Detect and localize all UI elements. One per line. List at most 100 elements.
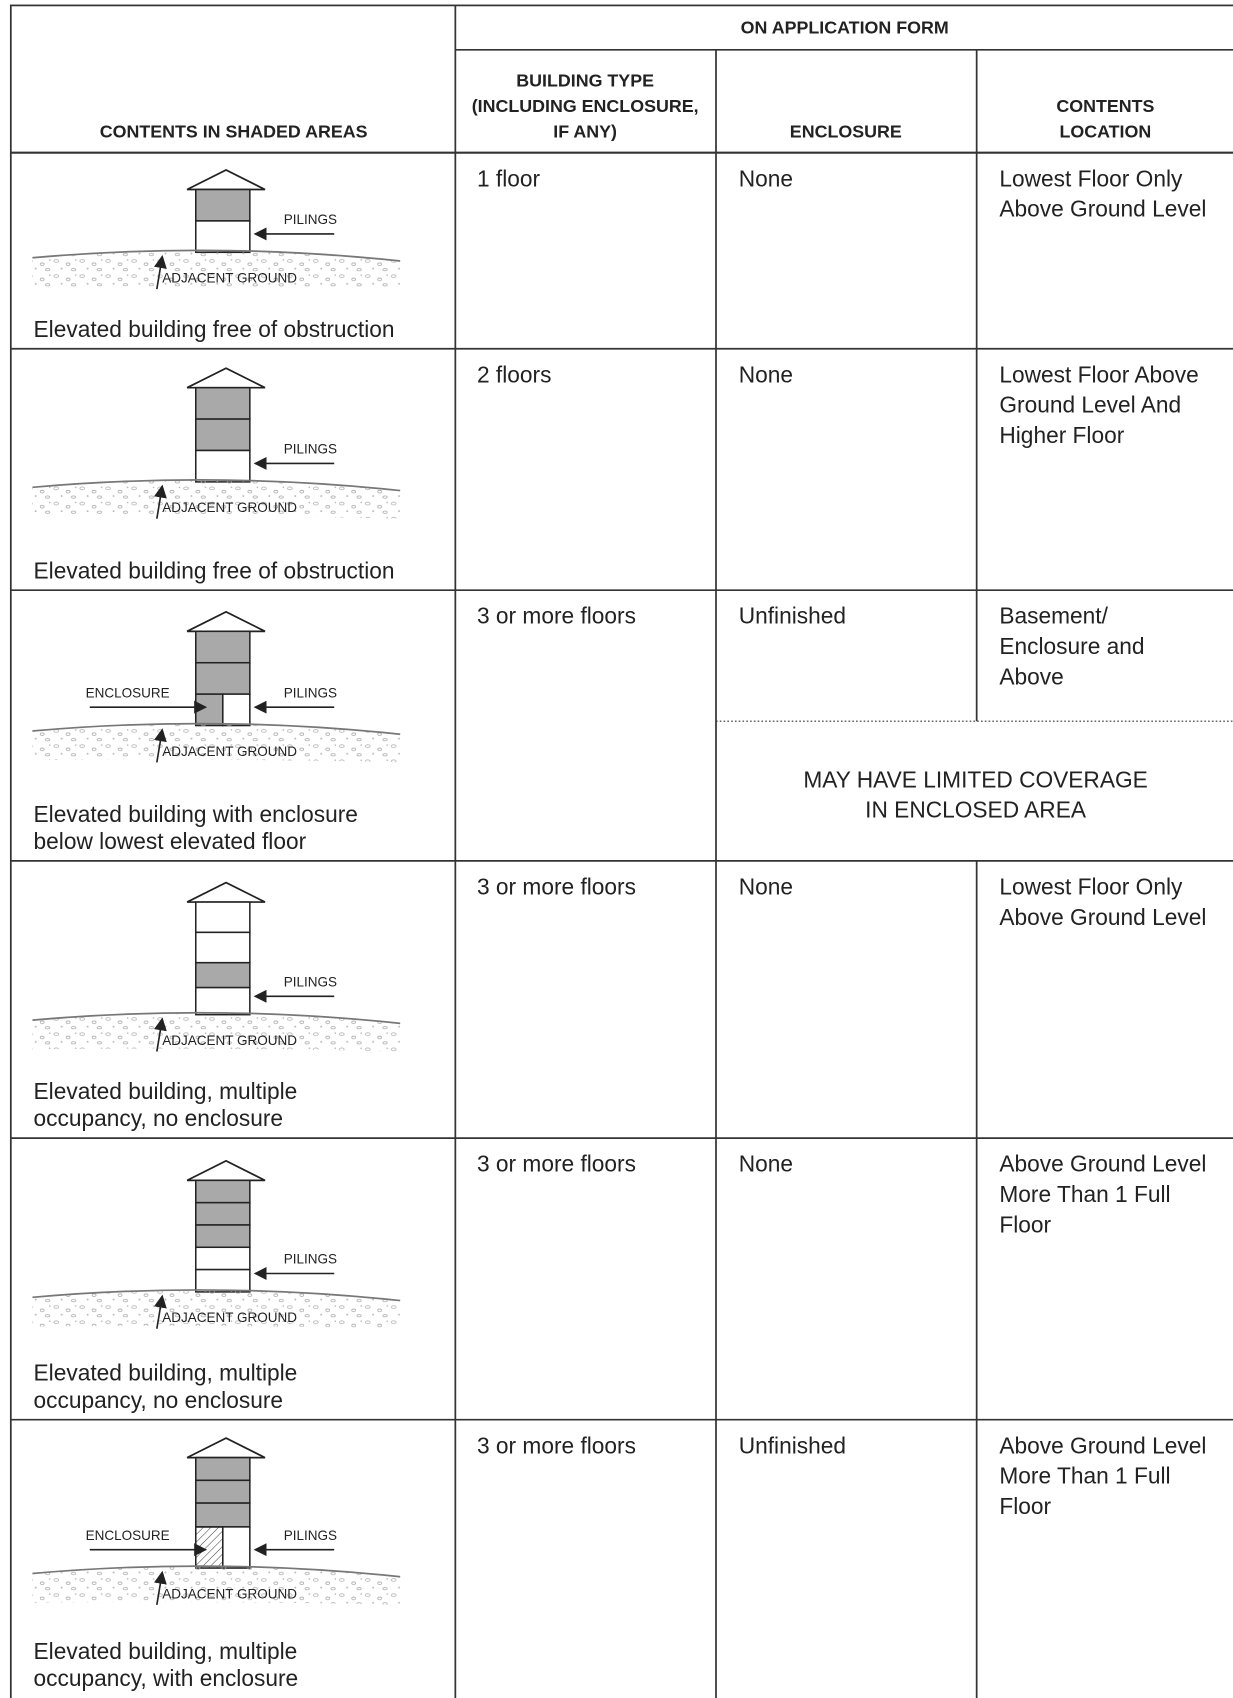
contents-location: Above Ground Level: [999, 1151, 1206, 1177]
column-header: BUILDING TYPE: [516, 71, 654, 91]
floor: [195, 1502, 251, 1528]
roof: [186, 881, 266, 903]
caption: occupancy, with enclosure: [34, 1665, 299, 1691]
ground-line: [32, 479, 401, 492]
floor: [195, 449, 251, 483]
table-rules: [9, 4, 1233, 1698]
building-diagram: PILINGS ADJACENT GROUND: [32, 367, 401, 519]
ground-line: [32, 1011, 401, 1025]
contents-location: Above Ground Level: [999, 1432, 1206, 1458]
building-type: 3 or more floors: [477, 603, 636, 629]
contents-location: Ground Level And: [999, 392, 1181, 418]
floor: [195, 188, 251, 222]
floor: [195, 901, 251, 934]
contents-location: More Than 1 Full: [999, 1181, 1170, 1207]
floor: [195, 1479, 251, 1504]
ground: [32, 1012, 401, 1052]
coverage-note: MAY HAVE LIMITED COVERAGE: [803, 766, 1147, 792]
caption: Elevated building free of obstruction: [34, 316, 395, 342]
roof: [186, 1437, 266, 1459]
enclosure-label: ENCLOSURE: [86, 685, 170, 700]
arrow: [153, 1570, 167, 1606]
pilings-label: PILINGS: [284, 1252, 337, 1267]
building-type: 3 or more floors: [477, 873, 636, 899]
floor: [195, 1201, 251, 1226]
floor: [195, 220, 251, 254]
contents-location: Above: [999, 663, 1063, 689]
floor: [195, 986, 251, 1016]
floor: [195, 961, 251, 989]
ground-label: ADJACENT GROUND: [162, 500, 297, 515]
building-diagram: PILINGS ADJACENT GROUND: [32, 881, 401, 1052]
contents-location: Floor: [999, 1211, 1051, 1237]
enclosure: None: [739, 165, 793, 191]
column-header: LOCATION: [1059, 122, 1151, 142]
ground-line: [32, 1565, 401, 1578]
roof: [186, 610, 266, 633]
coverage-note: IN ENCLOSED AREA: [865, 797, 1087, 823]
enclosure: None: [739, 1151, 793, 1177]
contents-location: Lowest Floor Above: [999, 361, 1198, 387]
enclosure: Unfinished: [739, 603, 846, 629]
ground: [32, 250, 401, 290]
pilings-label: PILINGS: [284, 212, 337, 227]
ground-label: ADJACENT GROUND: [162, 1310, 297, 1325]
roof: [186, 169, 266, 191]
floor: [195, 630, 251, 664]
caption: occupancy, no enclosure: [34, 1105, 283, 1131]
contents-location: Above Ground Level: [999, 196, 1206, 222]
floor: [222, 693, 251, 727]
arrow: [153, 255, 167, 290]
building-type: 2 floors: [477, 361, 551, 387]
arrow: [153, 484, 167, 519]
pilings-label: PILINGS: [284, 1528, 337, 1543]
floor: [195, 1179, 251, 1204]
column-header: ENCLOSURE: [790, 122, 902, 142]
arrow: [153, 728, 167, 763]
floor: [195, 693, 224, 727]
enclosure: Unfinished: [739, 1432, 846, 1458]
caption: Elevated building, multiple: [34, 1638, 298, 1664]
caption: occupancy, no enclosure: [34, 1387, 283, 1413]
floor: [195, 931, 251, 964]
group-header: ON APPLICATION FORM: [741, 18, 949, 38]
contents-location: Above Ground Level: [999, 904, 1206, 930]
ground-label: ADJACENT GROUND: [162, 1586, 297, 1601]
pilings-label: PILINGS: [284, 975, 337, 990]
ground-line: [32, 1289, 401, 1302]
contents-location: Enclosure and: [999, 633, 1144, 659]
roof: [186, 1159, 266, 1182]
ground: [32, 723, 401, 763]
arrow: [153, 1017, 167, 1052]
floor: [195, 1246, 251, 1271]
arrow: [153, 1294, 167, 1329]
floor: [195, 1456, 251, 1482]
caption: Elevated building, multiple: [34, 1360, 298, 1386]
floor: [195, 418, 251, 452]
enclosure: None: [739, 361, 793, 387]
enclosure: None: [739, 873, 793, 899]
building-diagram: PILINGS ENCLOSURE ADJACENT GROUND: [32, 1437, 401, 1606]
caption: Elevated building free of obstruction: [34, 557, 395, 583]
column-header: (INCLUDING ENCLOSURE,: [472, 96, 699, 116]
caption: Elevated building, multiple: [34, 1078, 298, 1104]
column-header: CONTENTS IN SHADED AREAS: [100, 122, 368, 142]
floor: [195, 1526, 224, 1569]
floor: [195, 661, 251, 695]
contents-location: Lowest Floor Only: [999, 165, 1183, 191]
building-diagram: PILINGS ADJACENT GROUND: [32, 1159, 401, 1329]
ground-label: ADJACENT GROUND: [162, 744, 297, 759]
caption: below lowest elevated floor: [34, 828, 307, 854]
floor: [195, 1224, 251, 1249]
roof: [186, 367, 266, 389]
contents-location: Higher Floor: [999, 422, 1124, 448]
building-type: 1 floor: [477, 165, 541, 191]
enclosure-label: ENCLOSURE: [86, 1528, 170, 1543]
contents-location: Basement/: [999, 603, 1108, 629]
building-diagram: PILINGS ADJACENT GROUND: [32, 169, 401, 290]
building-type: 3 or more floors: [477, 1432, 636, 1458]
column-header: CONTENTS: [1056, 96, 1154, 116]
contents-location: Floor: [999, 1493, 1051, 1519]
building-type: 3 or more floors: [477, 1151, 636, 1177]
